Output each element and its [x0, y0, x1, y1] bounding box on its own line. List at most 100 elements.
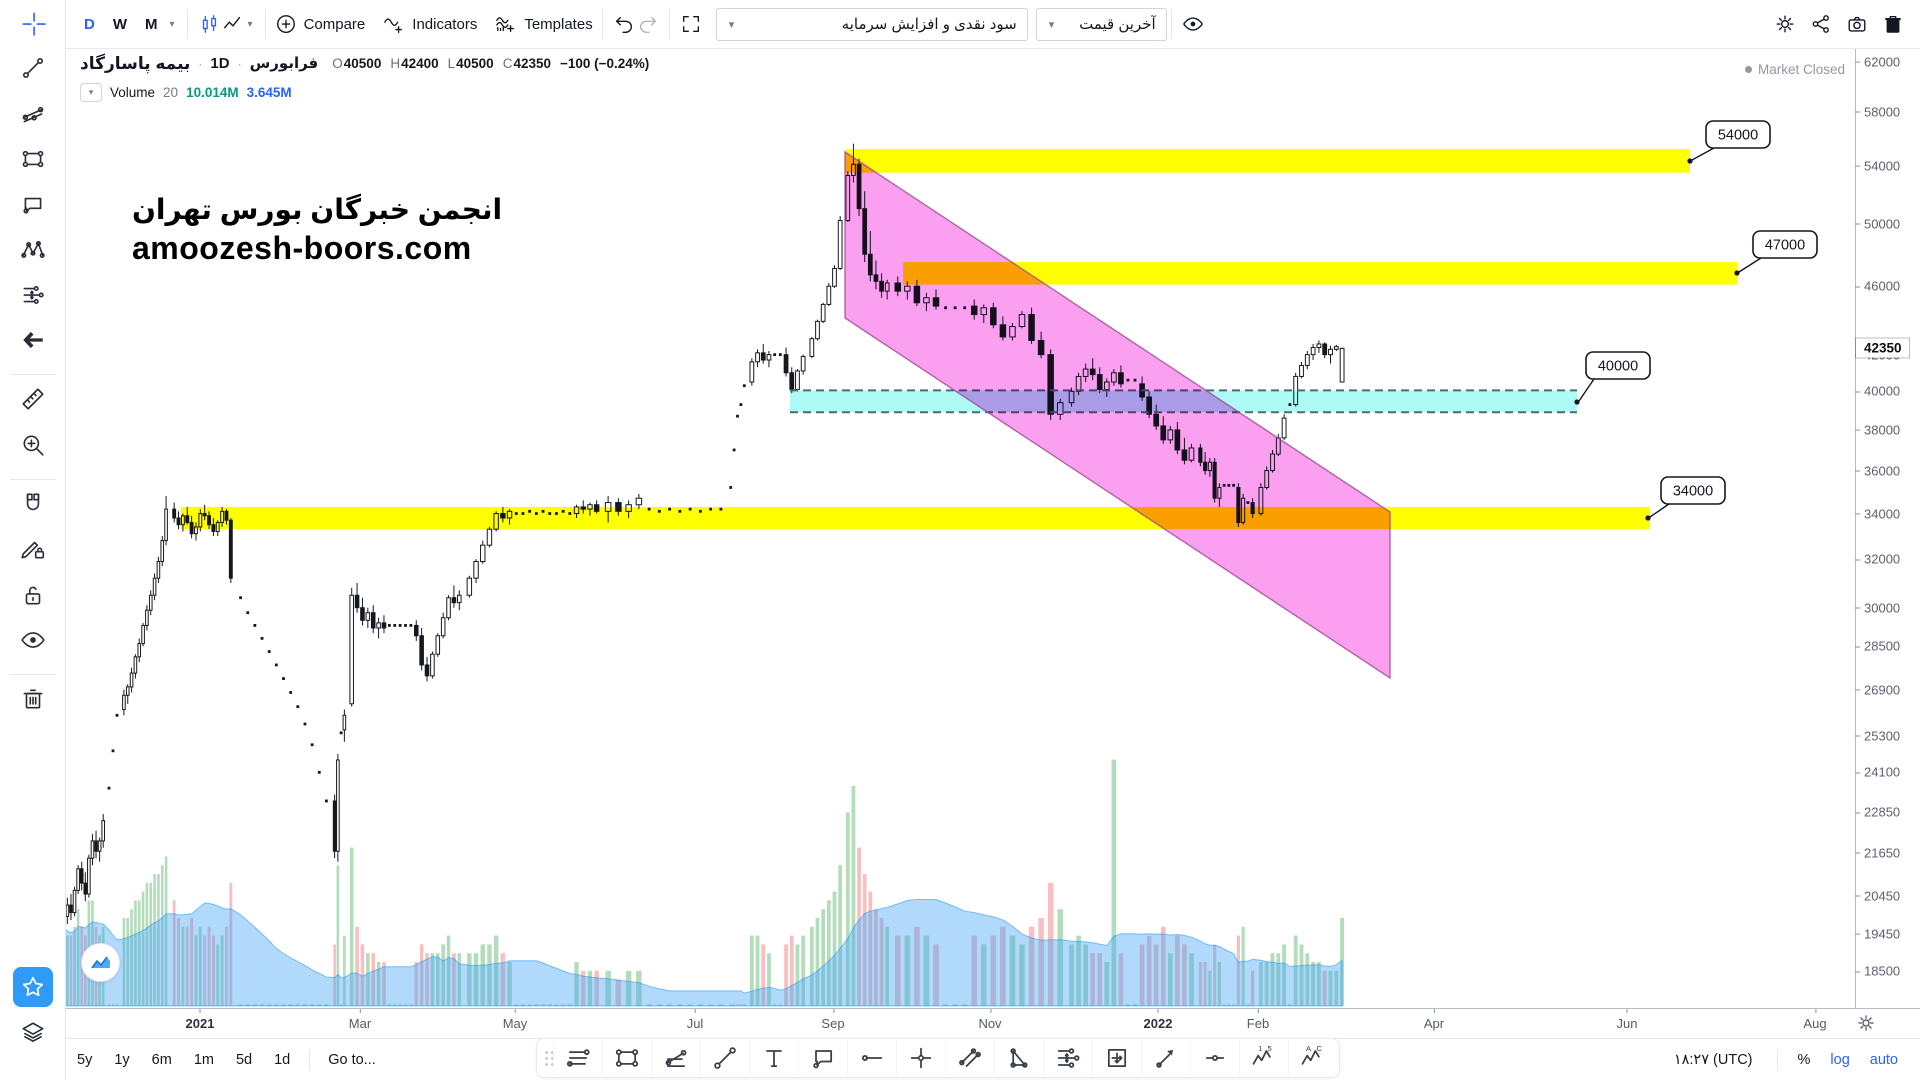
object-tree-layers-button[interactable] — [13, 1013, 53, 1053]
templates-button[interactable]: Templates — [486, 7, 601, 41]
draw-tool-triangle-icon[interactable] — [994, 1040, 1043, 1076]
last-price-axis-label: 42350 — [1856, 338, 1909, 358]
timeframe-weekly[interactable]: W — [112, 15, 128, 33]
draw-tool-cross-line-icon[interactable] — [896, 1040, 945, 1076]
range-1m[interactable]: 1m — [193, 1051, 214, 1068]
logo-button[interactable] — [81, 943, 120, 982]
tool-xabcd-pattern-icon[interactable] — [13, 230, 53, 270]
timeframe-daily[interactable]: D — [84, 15, 95, 33]
range-6m[interactable]: 6m — [151, 1051, 172, 1068]
price-mode-dropdown[interactable]: ▾ آخرین قیمت — [1035, 7, 1167, 41]
watermark: انجمن خبرگان بورس تهران amoozesh-boors.c… — [132, 193, 502, 267]
toolbar-divider — [601, 9, 603, 39]
range-5d[interactable]: 5d — [235, 1051, 253, 1068]
undo-icon[interactable] — [613, 13, 635, 35]
sidebar-divider — [10, 674, 56, 676]
draw-tool-date-price-range-icon[interactable] — [1092, 1040, 1141, 1076]
draw-tool-trend-line-icon[interactable] — [700, 1040, 749, 1076]
time-tick-label: Apr — [1423, 1009, 1445, 1031]
price-tick-label: 30000 — [1854, 600, 1901, 616]
draw-tool-parallel-channel-icon[interactable] — [945, 1040, 994, 1076]
price-tick-label: 21650 — [1854, 845, 1901, 861]
plus-circle-icon — [275, 13, 297, 35]
range-1d[interactable]: 1d — [274, 1051, 291, 1068]
favorites-star-button[interactable] — [12, 967, 53, 1007]
watermark-line2: amoozesh-boors.com — [132, 230, 472, 266]
gear-icon[interactable] — [1774, 13, 1796, 35]
camera-icon[interactable] — [1846, 13, 1868, 35]
draw-tool-arrow-marker-icon[interactable] — [1141, 1040, 1190, 1076]
legend-timeframe[interactable]: 1D — [210, 55, 230, 72]
tool-ruler-icon[interactable] — [13, 379, 53, 419]
goto-button[interactable]: Go to... — [328, 1051, 376, 1068]
time-axis[interactable]: 2021 Mar May Jul Sep Nov 2022 Feb Apr Jun Aug — [66, 1008, 1920, 1038]
tool-magnet-icon[interactable] — [13, 484, 53, 524]
indicator-name[interactable]: Volume — [110, 84, 156, 100]
percent-scale-button[interactable]: % — [1797, 1051, 1811, 1068]
eye-icon[interactable] — [1182, 13, 1204, 35]
legend-exchange[interactable]: فرابورس — [249, 55, 319, 72]
tool-gann-tools-icon[interactable] — [13, 94, 53, 134]
axis-settings-gear-icon[interactable] — [1856, 1013, 1876, 1038]
ohlc-values: O40500 H42400 L40500 C42350 −100 (−0.24%… — [332, 55, 650, 71]
indicators-button[interactable]: Indicators — [374, 7, 486, 41]
symbol-name[interactable]: بیمه پاسارگاد — [80, 54, 191, 73]
price-tick-label: 36000 — [1854, 463, 1901, 479]
range-5y[interactable]: 5y — [77, 1051, 93, 1068]
draw-tool-rectangle-icon[interactable] — [602, 1040, 651, 1076]
time-tick-label: Jul — [686, 1009, 704, 1031]
tool-hide-drawings-icon[interactable] — [13, 620, 53, 660]
log-scale-button[interactable]: log — [1830, 1051, 1850, 1068]
draw-tool-forecast-icon[interactable] — [1043, 1040, 1092, 1076]
change-value: −100 (−0.24%) — [559, 55, 650, 71]
collapse-indicator-button[interactable]: ▾ — [80, 83, 102, 102]
draw-tool-horizontal-line-icon[interactable] — [1190, 1040, 1239, 1076]
adjustments-dropdown[interactable]: ▾ سود نقدی و افزایش سرمایه — [715, 7, 1028, 41]
tool-forecast-icon[interactable] — [13, 275, 53, 315]
price-tick-label: 24100 — [1854, 764, 1901, 780]
chevron-down-icon: ▾ — [1048, 18, 1055, 31]
tool-drawing-mode-icon[interactable] — [13, 529, 53, 569]
sidebar-divider — [10, 479, 56, 480]
draw-tool-parallel-lines-icon[interactable] — [553, 1040, 602, 1076]
fullscreen-icon[interactable] — [680, 13, 702, 35]
compare-button[interactable]: Compare — [266, 7, 375, 41]
indicators-label: Indicators — [412, 15, 478, 33]
price-axis[interactable]: 6200058000540005000046000420004000038000… — [1854, 49, 1920, 1008]
share-icon[interactable] — [1810, 13, 1832, 35]
timeframe-monthly[interactable]: M — [145, 15, 158, 33]
line-style-icon[interactable] — [222, 13, 244, 35]
tool-trend-line-icon[interactable] — [13, 48, 53, 88]
adjustments-dropdown-value: سود نقدی و افزایش سرمایه — [841, 16, 1017, 33]
tool-comment-icon[interactable] — [13, 184, 53, 224]
market-status-label: Market Closed — [1757, 62, 1845, 77]
price-tick-label: 28500 — [1854, 638, 1901, 654]
draw-tool-text-icon[interactable] — [749, 1040, 798, 1076]
svg-text:47000: 47000 — [1765, 238, 1805, 254]
chevron-down-icon[interactable]: ▾ — [247, 18, 253, 30]
tool-remove-drawings-icon[interactable] — [13, 679, 53, 719]
drag-handle[interactable] — [539, 1045, 553, 1071]
tool-arrow-back-icon[interactable] — [13, 320, 53, 360]
redo-icon[interactable] — [637, 13, 659, 35]
tool-lock-drawings-icon[interactable] — [13, 575, 53, 615]
watermark-line1: انجمن خبرگان بورس تهران — [132, 194, 503, 225]
chevron-down-icon[interactable]: ▾ — [169, 18, 175, 30]
draw-tool-fan-lines-icon[interactable] — [651, 1040, 700, 1076]
clock-utc[interactable]: ۱۸:۲۷ (UTC) — [1673, 1051, 1753, 1068]
sidebar-divider — [10, 374, 56, 376]
trash-filled-icon[interactable] — [1882, 13, 1904, 35]
auto-scale-button[interactable]: auto — [1869, 1051, 1898, 1068]
range-1y[interactable]: 1y — [114, 1051, 130, 1068]
tool-rectangle-icon[interactable] — [13, 139, 53, 179]
tool-crosshair-icon[interactable] — [13, 3, 53, 43]
draw-tool-horizontal-ray-icon[interactable] — [847, 1040, 896, 1076]
draw-tool-callout-icon[interactable] — [798, 1040, 847, 1076]
candles-icon[interactable] — [198, 13, 220, 35]
volume-ma-value: 3.645M — [246, 84, 292, 100]
tool-zoom-in-icon[interactable] — [13, 425, 53, 465]
